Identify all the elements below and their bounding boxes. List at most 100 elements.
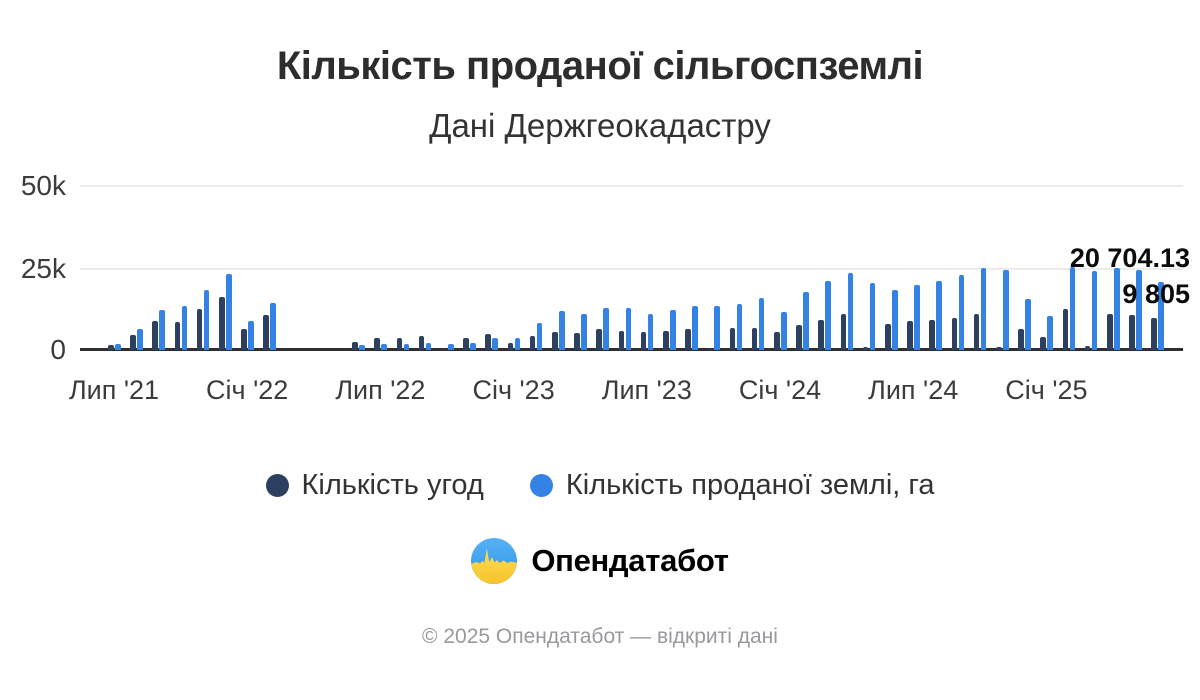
bar-deals bbox=[840, 314, 847, 350]
bar-land bbox=[137, 328, 143, 350]
bar-deals bbox=[441, 348, 447, 350]
bar-land bbox=[714, 306, 720, 350]
bar-land bbox=[359, 344, 365, 350]
y-tick-50k: 50k bbox=[20, 170, 66, 201]
bar-deals bbox=[374, 338, 380, 350]
bar-deals bbox=[663, 330, 669, 350]
x-tick-label: Січ '24 bbox=[738, 375, 822, 405]
bar-land bbox=[492, 338, 498, 350]
bar-deals bbox=[1062, 309, 1069, 350]
bar-land bbox=[625, 308, 632, 350]
page-subtitle: Дані Держгеокадастру bbox=[429, 107, 771, 144]
legend-item-deals: Кількість угод bbox=[265, 469, 484, 502]
bar-deals bbox=[241, 329, 247, 350]
legend: Кількість угод Кількість проданої землі,… bbox=[0, 463, 1200, 507]
gridline-50k bbox=[80, 185, 1183, 187]
page-title: Кількість проданої сільгоспземлі bbox=[276, 44, 924, 88]
bar-land bbox=[647, 313, 654, 350]
bar-deals bbox=[418, 336, 425, 350]
bar-land bbox=[270, 302, 276, 350]
chart: 50k 25k 0 20 704.13 9 805 Лип '21 Січ '22… bbox=[0, 169, 1200, 409]
bar-land bbox=[226, 274, 232, 350]
bar-land bbox=[670, 310, 676, 350]
bar-deals bbox=[973, 313, 980, 350]
bar-land bbox=[448, 344, 454, 350]
bar-deals bbox=[219, 296, 225, 350]
bar-deals bbox=[108, 344, 114, 350]
bar-land bbox=[115, 343, 121, 350]
bar-deals bbox=[352, 342, 358, 350]
legend-label-land: Кількість проданої землі, га bbox=[565, 468, 935, 501]
bar-deals bbox=[818, 319, 824, 350]
bar-land bbox=[1091, 270, 1098, 350]
x-tick-label: Лип '21 bbox=[68, 375, 160, 405]
bar-land bbox=[914, 285, 920, 350]
bar-deals bbox=[685, 328, 691, 350]
bar-deals bbox=[862, 346, 869, 350]
bar-deals bbox=[396, 338, 403, 350]
bar-deals bbox=[263, 315, 269, 350]
bar-land bbox=[603, 308, 609, 350]
bar-deals bbox=[1151, 317, 1157, 350]
bar-land bbox=[1136, 270, 1142, 350]
bar-deals bbox=[174, 321, 181, 350]
bar-land bbox=[581, 314, 587, 350]
x-axis-line bbox=[80, 348, 1183, 351]
bar-land bbox=[536, 322, 543, 350]
bar-deals bbox=[996, 347, 1002, 350]
bar-deals bbox=[951, 317, 958, 350]
bar-deals bbox=[1129, 315, 1135, 350]
bar-land bbox=[958, 275, 965, 350]
bar-land bbox=[159, 310, 165, 350]
bar-land bbox=[1114, 267, 1120, 350]
bar-land bbox=[559, 310, 565, 350]
gridline-25k bbox=[80, 268, 1183, 270]
bar-deals bbox=[796, 324, 802, 350]
bar-land bbox=[248, 321, 254, 350]
bar-land bbox=[869, 283, 876, 350]
bar-land bbox=[381, 343, 387, 350]
bar-deals bbox=[152, 321, 158, 350]
legend-dot-land-icon bbox=[529, 473, 553, 497]
bar-land bbox=[758, 298, 765, 350]
bar-deals bbox=[596, 329, 602, 350]
bar-land bbox=[892, 289, 898, 350]
legend-item-land: Кількість проданої землі, га bbox=[529, 468, 935, 502]
x-tick-label: Лип '24 bbox=[868, 375, 959, 405]
bar-land bbox=[1003, 269, 1009, 350]
bar-land bbox=[803, 291, 809, 350]
value-label-land: 20 704.13 bbox=[1069, 243, 1190, 273]
bar-land bbox=[781, 312, 787, 350]
bar-land bbox=[1047, 316, 1053, 350]
bar-land bbox=[936, 281, 942, 350]
x-tick-label: Лип '22 bbox=[335, 375, 426, 405]
copyright-footer: © 2025 Опендатабот — відкриті дані bbox=[422, 625, 778, 648]
bar-deals bbox=[707, 348, 713, 350]
bar-deals bbox=[907, 321, 913, 350]
y-tick-25k: 25k bbox=[20, 253, 66, 284]
bar-land bbox=[470, 343, 476, 350]
bar-deals bbox=[1107, 313, 1113, 350]
bar-deals bbox=[885, 323, 891, 350]
bar-land bbox=[1025, 299, 1031, 350]
bar-land bbox=[736, 304, 743, 350]
bar-deals bbox=[552, 331, 558, 350]
bar-deals bbox=[1084, 345, 1091, 350]
bar-land bbox=[514, 337, 521, 350]
opendatabot-logo-icon bbox=[471, 538, 518, 584]
bar-deals bbox=[729, 328, 736, 350]
bar-land bbox=[1158, 281, 1164, 350]
x-tick-label: Січ '22 bbox=[206, 375, 289, 405]
legend-dot-deals-icon bbox=[265, 473, 289, 497]
brand-name: Опендатабот bbox=[531, 543, 729, 578]
bar-deals bbox=[774, 332, 780, 350]
x-tick-label: Січ '23 bbox=[472, 375, 555, 405]
y-tick-0: 0 bbox=[50, 334, 66, 365]
x-tick-label: Лип '23 bbox=[601, 375, 692, 405]
bar-deals bbox=[751, 328, 758, 350]
bar-deals bbox=[640, 332, 647, 350]
bar-deals bbox=[485, 334, 491, 350]
bar-land bbox=[425, 342, 432, 350]
bar-deals bbox=[618, 330, 625, 350]
bar-deals bbox=[529, 335, 536, 350]
